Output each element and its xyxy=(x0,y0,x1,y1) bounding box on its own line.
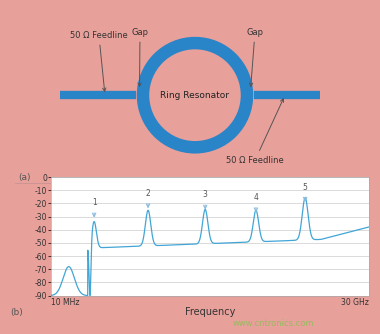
Text: 3: 3 xyxy=(203,190,207,208)
Text: Gap: Gap xyxy=(247,28,263,86)
Text: Gap: Gap xyxy=(131,28,149,86)
Text: 1: 1 xyxy=(92,198,97,216)
Text: 30 GHz: 30 GHz xyxy=(341,298,369,307)
Text: 5: 5 xyxy=(303,182,307,201)
Text: Ring Resonator: Ring Resonator xyxy=(160,91,230,100)
Text: www.cntronics.com: www.cntronics.com xyxy=(233,319,314,328)
Text: 50 Ω Feedline: 50 Ω Feedline xyxy=(226,99,284,165)
Text: (b): (b) xyxy=(10,308,23,317)
Text: 10 MHz: 10 MHz xyxy=(51,298,80,307)
Text: Frequency: Frequency xyxy=(185,307,235,317)
Text: (a): (a) xyxy=(18,173,30,182)
Text: 50 Ω Feedline: 50 Ω Feedline xyxy=(70,31,128,91)
Text: 4: 4 xyxy=(253,193,258,211)
Text: 2: 2 xyxy=(146,189,150,207)
